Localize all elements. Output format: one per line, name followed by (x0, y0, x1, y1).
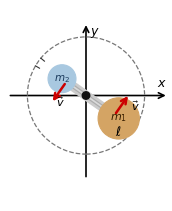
Text: y: y (90, 25, 97, 38)
Circle shape (98, 98, 139, 139)
Text: $\vec{v}$: $\vec{v}$ (131, 99, 140, 113)
Circle shape (82, 92, 90, 99)
Text: $\vec{v}$: $\vec{v}$ (56, 95, 65, 109)
Text: $m_2$: $m_2$ (54, 73, 70, 85)
Circle shape (48, 65, 76, 93)
Text: $m_1$: $m_1$ (110, 112, 127, 124)
Text: x: x (157, 77, 165, 90)
Text: $\ell$: $\ell$ (115, 125, 122, 139)
